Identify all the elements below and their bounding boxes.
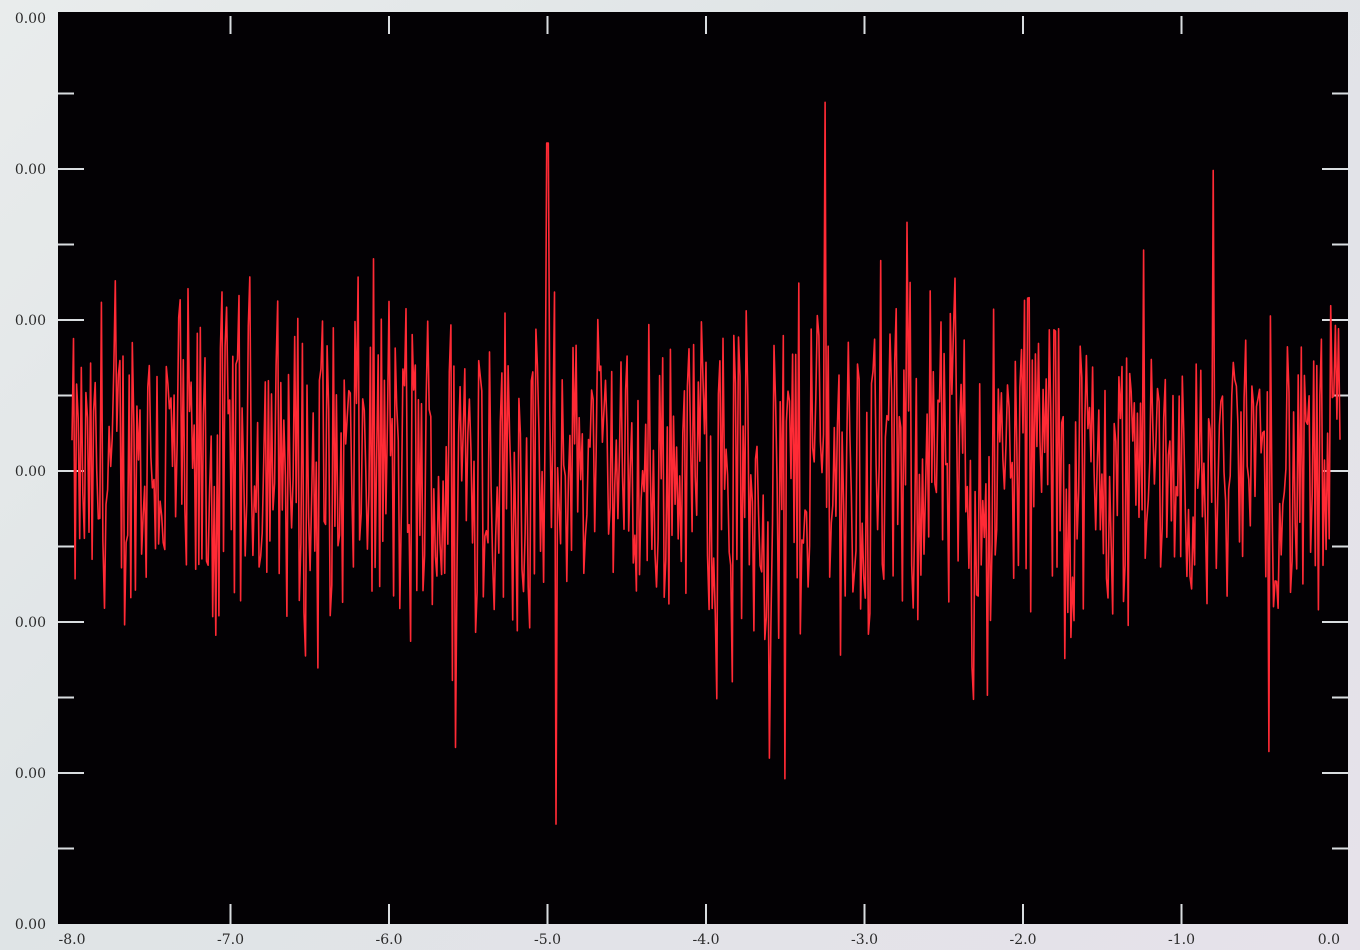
x-tick-labels: -8.0 -7.0 -6.0 -5.0 -4.0 -3.0 -2.0 -1.0 0.0 — [59, 932, 1341, 948]
y-tick-label: 0.00 — [15, 615, 46, 631]
y-tick-labels: 0.00 0.00 0.00 0.00 0.00 0.00 0.00 — [15, 11, 46, 933]
x-tick-label: -5.0 — [534, 932, 561, 948]
y-tick-label: 0.00 — [15, 11, 46, 27]
x-tick-label: 0.0 — [1318, 932, 1340, 948]
y-tick-label: 0.00 — [15, 766, 46, 782]
x-tick-label: -8.0 — [59, 932, 86, 948]
y-tick-label: 0.00 — [15, 313, 46, 329]
x-tick-label: -2.0 — [1010, 932, 1037, 948]
x-tick-label: -6.0 — [376, 932, 403, 948]
x-tick-label: -3.0 — [851, 932, 878, 948]
y-tick-label: 0.00 — [15, 162, 46, 178]
x-tick-label: -7.0 — [217, 932, 244, 948]
x-tick-label: -1.0 — [1168, 932, 1195, 948]
x-tick-label: -4.0 — [693, 932, 720, 948]
y-tick-label: 0.00 — [15, 917, 46, 933]
axis-ticks — [58, 16, 1348, 924]
y-tick-label: 0.00 — [15, 464, 46, 480]
signal-waveform — [71, 101, 1341, 825]
